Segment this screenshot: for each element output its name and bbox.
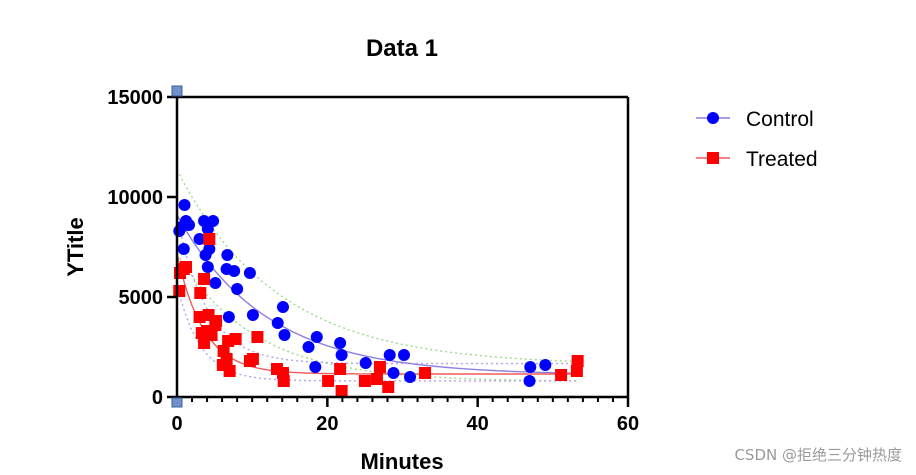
y-axis-title: YTitle [63, 217, 88, 277]
series-0-point-25 [309, 361, 322, 373]
legend: Control Treated [696, 108, 818, 171]
series-1-point-8 [198, 273, 211, 285]
x-tick-label-2: 40 [467, 413, 489, 435]
series-1-point-26 [277, 375, 290, 387]
series-1-point-4 [193, 311, 206, 323]
axis-handle-top [171, 85, 183, 97]
x-axis-title: Minutes [360, 449, 443, 474]
series-0-point-32 [398, 349, 411, 361]
series-1-point-22 [246, 353, 259, 365]
y-tick-label-1: 5000 [119, 287, 164, 309]
series-0-point-12 [207, 215, 220, 227]
series-0-point-11 [203, 243, 216, 255]
series-0-point-5 [183, 219, 196, 231]
y-tick-label-3: 15000 [107, 87, 163, 109]
series-1-point-33 [382, 381, 395, 393]
series-0-point-23 [278, 329, 291, 341]
series-0-point-34 [523, 375, 536, 387]
legend-label-1: Treated [746, 148, 818, 171]
series-1-point-32 [373, 361, 386, 373]
series-0-point-15 [221, 249, 234, 261]
series-0-point-28 [335, 349, 348, 361]
series-0-point-24 [302, 341, 315, 353]
series-0-point-31 [387, 367, 400, 379]
series-0-point-18 [231, 283, 244, 295]
x-tick-label-1: 20 [316, 413, 338, 435]
legend-label-0: Control [746, 108, 814, 131]
series-1-point-20 [229, 333, 242, 345]
series-0-point-26 [310, 331, 323, 343]
legend-marker-0 [707, 112, 719, 124]
series-1-point-28 [334, 363, 347, 375]
series-1-point-31 [370, 373, 383, 385]
series-1-point-23 [251, 331, 264, 343]
series-1-point-12 [205, 329, 218, 341]
series-1-point-5 [194, 287, 207, 299]
y-tick-label-0: 0 [152, 387, 163, 409]
series-1-point-35 [555, 369, 568, 381]
series-0-point-21 [271, 317, 284, 329]
series-0-point-20 [246, 309, 259, 321]
watermark: CSDN @拒绝三分钟热度 [734, 446, 902, 464]
x-tick-label-0: 0 [171, 413, 182, 435]
chart-title: Data 1 [366, 35, 438, 62]
legend-marker-1 [707, 152, 719, 164]
series-0-point-19 [243, 267, 256, 279]
series-1-point-14 [210, 315, 223, 327]
series-0-point-16 [222, 311, 235, 323]
series-1-point-29 [335, 385, 348, 397]
series-1-point-19 [223, 365, 236, 377]
series-0-point-6 [193, 233, 206, 245]
series-0-point-33 [404, 371, 417, 383]
series-1-upper-band [176, 217, 580, 365]
series-1-point-3 [180, 261, 193, 273]
series-0-point-2 [177, 243, 190, 255]
y-tick-label-2: 10000 [107, 187, 163, 209]
series-0-point-36 [539, 359, 552, 371]
plot-area: 0 20 40 60 0 5000 10000 15000 [107, 85, 639, 435]
series-0-lower-band [176, 253, 580, 382]
series-0-point-35 [524, 361, 537, 373]
series-0-point-3 [178, 199, 191, 211]
series-0-point-30 [383, 349, 396, 361]
series-1-point-27 [322, 375, 335, 387]
series-0-point-22 [276, 301, 289, 313]
series-0-point-27 [334, 337, 347, 349]
series-0-upper-band [176, 169, 580, 363]
series-0-point-13 [209, 277, 222, 289]
series-1-point-30 [358, 375, 371, 387]
series-0-point-10 [201, 261, 214, 273]
axis-handle-bottom [171, 397, 183, 408]
series-0-point-17 [228, 265, 241, 277]
series-0-fit-line [176, 214, 580, 374]
series-0-point-29 [359, 357, 372, 369]
series-1-point-0 [173, 285, 186, 297]
series-1-point-34 [419, 367, 432, 379]
series-1-point-11 [203, 233, 216, 245]
x-tick-label-3: 60 [617, 413, 639, 435]
series-1-point-37 [571, 355, 584, 367]
series-1-point-17 [220, 353, 233, 365]
series-1-point-36 [570, 365, 583, 377]
